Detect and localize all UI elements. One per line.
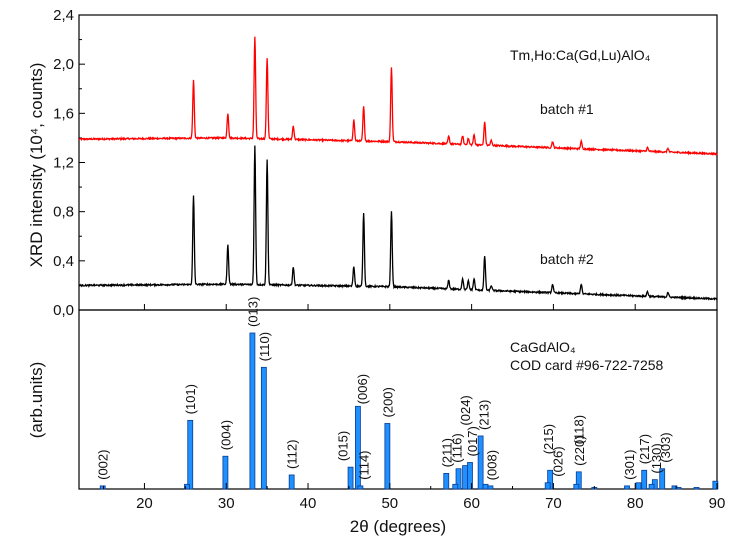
hkl-label: (017) xyxy=(465,426,480,456)
x-tick-label: 80 xyxy=(627,495,644,512)
hkl-label: (004) xyxy=(218,420,233,450)
x-axis-ticks: 20 30 40 50 60 70 80 90 xyxy=(103,304,726,512)
hkl-label: (002) xyxy=(96,450,111,480)
reference-bar xyxy=(712,480,719,490)
reference-bar xyxy=(462,465,468,490)
reference-bar xyxy=(384,423,391,490)
reference-bar xyxy=(648,483,655,490)
reference-bar xyxy=(467,462,473,490)
hkl-label: (118) xyxy=(571,415,586,444)
hkl-label: (211) xyxy=(439,438,454,467)
reference-bar xyxy=(659,468,666,490)
reference-bar xyxy=(544,482,551,490)
reference-bar xyxy=(635,482,642,490)
x-tick-label: 40 xyxy=(300,495,317,512)
series-line-batch-1 xyxy=(78,36,718,157)
reference-bar xyxy=(99,485,106,490)
hkl-label: (006) xyxy=(355,374,370,404)
hkl-label: (220) xyxy=(572,435,587,465)
y-tick-label: 0,4 xyxy=(53,253,74,270)
sample-annotation: Tm,Ho:Ca(Gd,Lu)AlO₄ xyxy=(510,47,651,63)
reference-bar xyxy=(452,483,459,490)
hkl-label: (024) xyxy=(458,395,473,425)
hkl-label: (110) xyxy=(257,332,272,361)
hkl-label: (217) xyxy=(637,434,652,464)
x-tick-label: 20 xyxy=(136,495,153,512)
reference-bar xyxy=(357,485,364,490)
reference-bar xyxy=(347,466,354,490)
reference-compound-label: CaGdAlO₄ xyxy=(510,339,576,355)
x-tick-label: 90 xyxy=(709,495,726,512)
x-tick-label: 60 xyxy=(463,495,480,512)
reference-bar xyxy=(260,366,267,490)
reference-bar xyxy=(184,483,190,490)
reference-bar xyxy=(249,332,256,490)
y-tick-label: 2,0 xyxy=(53,56,74,73)
hkl-label: (200) xyxy=(380,387,395,417)
hkl-label: (116) xyxy=(450,433,465,462)
bottom-y-axis-title: (arb.units) xyxy=(27,362,46,439)
reference-bars xyxy=(99,332,719,490)
y-tick-label: 0,8 xyxy=(53,204,74,221)
hkl-label: (213) xyxy=(477,400,492,430)
y-tick-label: 2,4 xyxy=(53,7,74,24)
bottom-panel: (002) (101) (004) (013) (110) (112) (015) (006)… xyxy=(27,297,719,490)
reference-bar xyxy=(187,419,194,490)
reference-bar xyxy=(222,455,229,490)
hkl-label: (008) xyxy=(485,450,500,480)
reference-bar xyxy=(443,472,450,490)
reference-bar xyxy=(641,469,648,490)
hkl-label: (015) xyxy=(336,431,351,461)
reference-bar xyxy=(482,483,489,490)
reference-bar xyxy=(693,487,700,490)
hkl-label: (026) xyxy=(551,446,566,476)
x-axis-title: 2θ (degrees) xyxy=(350,517,446,536)
hkl-label: (101) xyxy=(183,384,198,414)
reference-bar xyxy=(624,485,630,490)
reference-bar xyxy=(573,483,580,490)
hkl-label: (112) xyxy=(285,440,300,469)
x-tick-label: 70 xyxy=(545,495,562,512)
reference-bar xyxy=(675,487,682,490)
reference-bar xyxy=(288,474,295,490)
hkl-label: (301) xyxy=(622,450,637,480)
bottom-panel-frame xyxy=(78,309,718,490)
reference-bar xyxy=(477,435,484,490)
x-tick-label: 30 xyxy=(218,495,235,512)
y-tick-label: 0,0 xyxy=(53,302,74,319)
hkl-label: (130) xyxy=(649,443,664,473)
y-tick-label: 1,2 xyxy=(53,155,74,172)
hkl-label: (303) xyxy=(658,432,673,462)
reference-card-label: COD card #96-722-7258 xyxy=(510,357,664,373)
hkl-labels: (002) (101) (004) (013) (110) (112) (015) (006)… xyxy=(96,297,673,481)
top-y-axis-title: XRD intensity (10⁴, counts) xyxy=(27,63,46,268)
reference-bar xyxy=(455,468,462,490)
series-line-batch-2 xyxy=(78,145,718,301)
hkl-label: (215) xyxy=(541,424,556,454)
top-y-ticks: 0,0 0,4 0,8 1,2 1,6 2,0 2,4 xyxy=(53,7,85,319)
y-tick-label: 1,6 xyxy=(53,105,74,122)
hkl-label: (013) xyxy=(245,297,260,327)
x-tick-label: 50 xyxy=(381,495,398,512)
reference-bar xyxy=(487,485,494,490)
batch-1-label: batch #1 xyxy=(540,101,594,117)
top-series-group xyxy=(78,36,718,301)
top-panel: 0,0 0,4 0,8 1,2 1,6 2,0 2,4 XRD intensity (10⁴… xyxy=(27,7,718,319)
hkl-label: (114) xyxy=(356,450,371,479)
batch-2-label: batch #2 xyxy=(540,251,594,267)
